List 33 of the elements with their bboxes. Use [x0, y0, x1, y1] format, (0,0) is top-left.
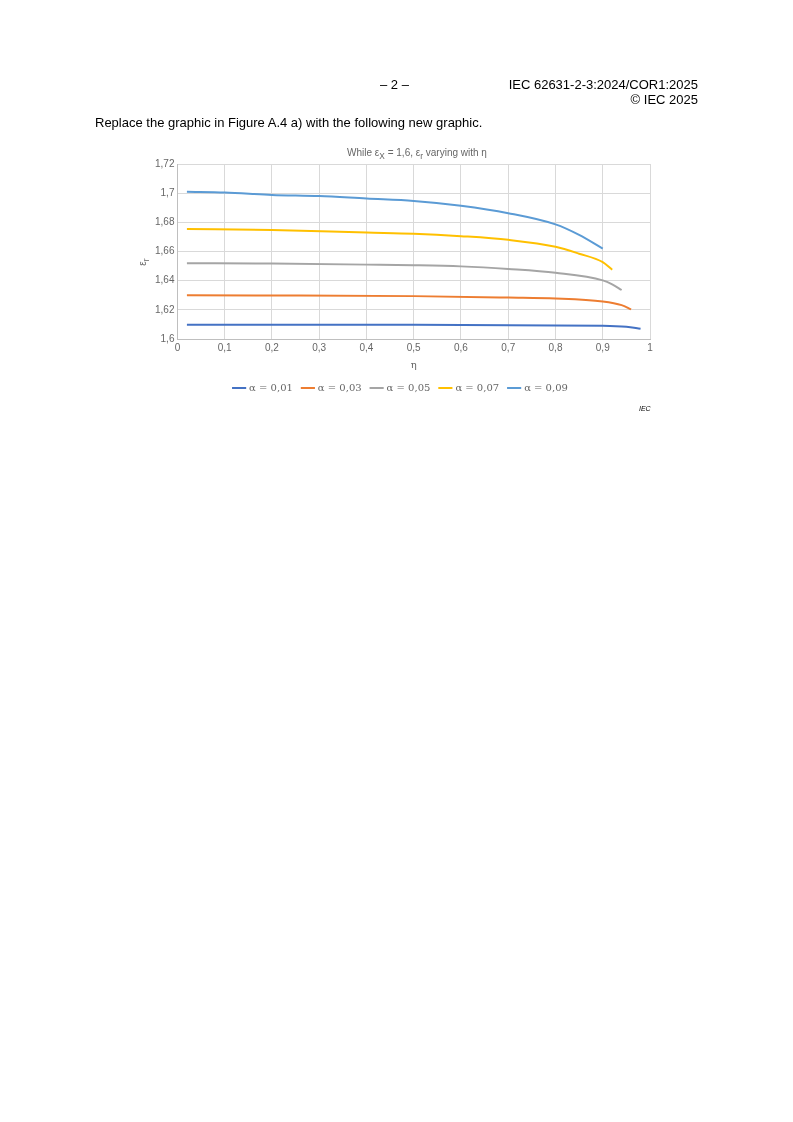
legend-label: α = 0,09	[524, 381, 568, 393]
legend-label: α = 0,03	[317, 381, 362, 393]
line-series	[185, 262, 623, 291]
text: Replace the graphic in Figure A.4 a) with the following new graphic.	[95, 115, 483, 130]
y-tick-label: 1,64	[154, 274, 175, 286]
x-tick-label: 0,2	[265, 341, 280, 353]
line-series	[185, 227, 614, 271]
legend-label: α = 0,05	[386, 381, 431, 393]
text: – 2 –	[380, 77, 409, 92]
line-series	[185, 294, 633, 311]
chart-title: While ε$_{X}$ = 1,6, ε$_{r}$ varying with η	[346, 147, 488, 161]
x-tick-label: 0,9	[595, 341, 611, 353]
legend-label: α = 0,01	[249, 381, 293, 393]
x-axis-title: η	[410, 358, 417, 370]
y-tick-label: 1,6	[160, 332, 175, 344]
x-tick-label: 0,8	[548, 341, 563, 353]
text: © IEC 2025	[630, 92, 698, 107]
y-tick-label: 1,7	[160, 186, 175, 198]
x-tick-label: 0,6	[454, 341, 469, 353]
y-tick-label: 1,68	[154, 216, 175, 228]
y-tick-label: 1,72	[154, 157, 175, 169]
x-tick-label: 0,3	[312, 341, 327, 353]
x-tick-label: 0,4	[359, 341, 374, 353]
x-tick-label: 0,5	[406, 341, 422, 353]
x-tick-label: 0,7	[501, 341, 516, 353]
x-tick-label: 1	[647, 341, 654, 353]
y-tick-label: 1,62	[154, 303, 175, 315]
y-tick-label: 1,66	[154, 245, 175, 257]
legend-label: α = 0,07	[455, 381, 500, 393]
x-tick-label: 0,1	[217, 341, 233, 353]
text: IEC 62631-2-3:2024/COR1:2025	[508, 77, 698, 92]
line-series	[185, 190, 604, 250]
x-tick-label: 0	[174, 341, 181, 353]
